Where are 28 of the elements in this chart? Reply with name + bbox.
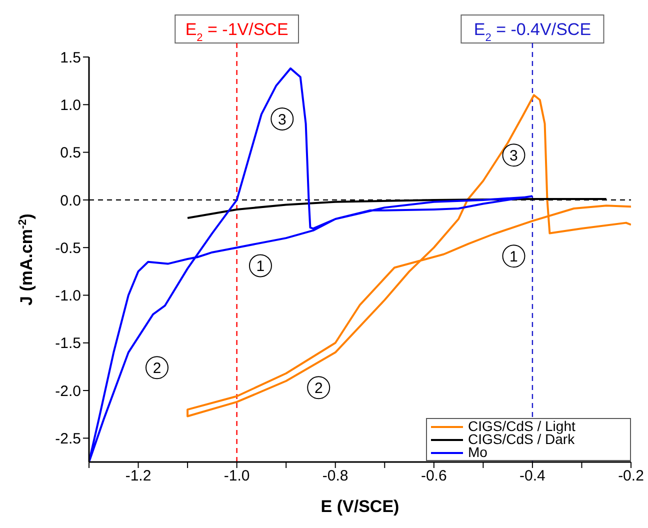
x-tick-label: -0.4 xyxy=(520,468,546,485)
annotation: 1 xyxy=(510,248,518,266)
y-tick-label: -1.5 xyxy=(55,335,81,352)
y-tick-label: -0.5 xyxy=(55,240,81,257)
y-tick-label: 1.5 xyxy=(60,49,81,66)
line-series xyxy=(89,67,534,462)
legend-label: CIGS/CdS / Light xyxy=(468,418,576,434)
y-tick-label: -1.0 xyxy=(55,288,81,305)
legend-label: Mo xyxy=(468,444,488,460)
y-tick-label: -2.0 xyxy=(55,382,81,400)
x-axis-title: E (V/SCE) xyxy=(320,497,400,516)
annotation: 3 xyxy=(510,148,518,165)
y-tick-label: 1.0 xyxy=(60,96,81,114)
line-series xyxy=(186,94,631,418)
x-tick-label: -0.8 xyxy=(322,468,348,485)
ref-line-label: E$_{2}$ = -1V/SCE xyxy=(185,20,288,44)
x-tick-label: -1.0 xyxy=(224,468,250,485)
annotation: 3 xyxy=(278,111,286,128)
annotation: 2 xyxy=(314,380,323,398)
x-tick-label: -1.2 xyxy=(125,468,152,485)
annotation: 1 xyxy=(256,258,265,276)
ref-line-label: E$_{2}$ = -0.4V/SCE xyxy=(474,20,592,44)
x-tick-label: -0.6 xyxy=(420,468,447,485)
y-tick-label: 0.5 xyxy=(60,144,81,162)
y-tick-label: 0.0 xyxy=(60,192,81,210)
annotation: 2 xyxy=(152,360,162,378)
y-tick-label: -2.5 xyxy=(55,430,81,448)
x-tick-label: -0.2 xyxy=(618,468,644,485)
